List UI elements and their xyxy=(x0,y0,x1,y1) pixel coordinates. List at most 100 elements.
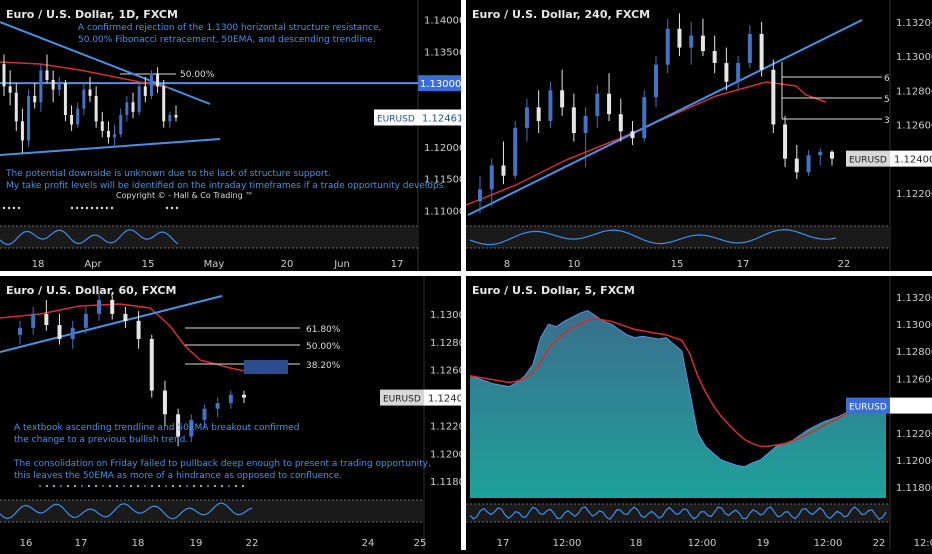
candle-body xyxy=(700,35,705,51)
chart-5-svg[interactable]: Euro / U.S. Dollar, 5, FXCM 1.13200 1.1300… xyxy=(466,276,932,550)
last-price-label: 1.12400 xyxy=(894,402,932,413)
candle-body xyxy=(39,70,43,103)
price-tick-label: 1.12200 xyxy=(896,429,932,440)
annotation-text: The consolidation on Friday failed to pu… xyxy=(13,459,431,469)
candle-body xyxy=(2,64,6,87)
time-tick-label: 19 xyxy=(757,538,770,549)
candle-body xyxy=(571,107,576,133)
candle-body xyxy=(131,102,135,112)
last-price-box xyxy=(890,150,932,167)
ema-50-line xyxy=(465,81,827,206)
annotation-text: 50.00% Fibonacci retracement, 50EMA, and… xyxy=(78,35,376,45)
candle-body xyxy=(242,394,246,398)
chart-title: Euro / U.S. Dollar, 5, FXCM xyxy=(472,284,635,297)
candle-body xyxy=(806,155,811,173)
time-tick-label: May xyxy=(204,259,225,270)
oscillator-panel xyxy=(466,504,890,522)
candle-body xyxy=(524,107,529,128)
signal-dot xyxy=(221,485,223,487)
time-tick-label: Jun xyxy=(333,259,350,270)
time-tick-label: Apr xyxy=(84,259,102,270)
fib-50-label: 50.00% xyxy=(180,70,215,80)
signal-dot xyxy=(186,485,188,487)
signal-dot xyxy=(144,485,146,487)
candle-body xyxy=(31,313,36,328)
time-tick-label: 19 xyxy=(190,538,203,549)
candle-body xyxy=(27,95,31,141)
fib-level-label: 3 xyxy=(884,116,890,126)
oscillator-line xyxy=(0,502,253,520)
candle-body xyxy=(106,130,110,138)
candle-body xyxy=(70,115,74,125)
last-price-box xyxy=(418,109,470,126)
time-tick-label: 17 xyxy=(737,259,750,270)
candle-body xyxy=(747,33,752,63)
price-tick-label: 1.11500 xyxy=(424,175,461,186)
signal-dot xyxy=(165,206,169,210)
candle-body xyxy=(665,28,670,65)
candle-body xyxy=(45,70,49,80)
signal-dot xyxy=(123,485,125,487)
candle-body xyxy=(189,419,194,437)
candle-body xyxy=(136,320,141,339)
price-tick-label: 1.13000 xyxy=(896,52,932,63)
chart-title: Euro / U.S. Dollar, 60, FXCM xyxy=(6,284,176,297)
candle-body xyxy=(119,115,123,135)
chart-60-svg[interactable]: Euro / U.S. Dollar, 60, FXCM 1.13000 1.128… xyxy=(0,276,476,550)
price-tick-label: 1.12600 xyxy=(896,374,932,385)
candle-body xyxy=(20,121,24,141)
candle-body xyxy=(70,327,75,339)
candle-body xyxy=(724,62,729,82)
time-tick-label: 10 xyxy=(568,259,581,270)
candle-body xyxy=(94,95,98,122)
signal-dot xyxy=(242,485,244,487)
candle-body xyxy=(162,86,166,122)
candle-body xyxy=(818,151,823,156)
fib-level-label: 5 xyxy=(884,95,890,105)
candle-body xyxy=(689,35,694,48)
signal-dot xyxy=(75,206,79,210)
candle-body xyxy=(536,107,541,122)
chart-1d: Euro / U.S. Dollar, 1D, FXCM 1.14000 1.135… xyxy=(0,0,470,271)
ascending-trendline xyxy=(467,19,863,216)
resistance-price-label: 1.13000 xyxy=(420,79,461,90)
signal-dot xyxy=(60,485,62,487)
price-tick-label: 1.12800 xyxy=(896,86,932,97)
price-tick-label: 1.12600 xyxy=(430,366,461,377)
chart-1d-svg[interactable]: Euro / U.S. Dollar, 1D, FXCM 1.14000 1.135… xyxy=(0,0,470,271)
time-tick-label: 12:00 xyxy=(553,538,582,549)
signal-dot xyxy=(102,485,104,487)
symbol-tag: EURUSD xyxy=(849,403,887,413)
chart-240-svg[interactable]: Euro / U.S. Dollar, 240, FXCM 1.13200 1.13… xyxy=(465,0,932,271)
signal-dot xyxy=(105,206,109,210)
time-tick-label: 25 xyxy=(414,538,427,549)
time-tick-label: 22 xyxy=(873,538,886,549)
chart-title: Euro / U.S. Dollar, 240, FXCM xyxy=(472,8,650,21)
price-tick-label: 1.12800 xyxy=(430,338,461,349)
candle-body xyxy=(18,327,22,335)
signal-dot xyxy=(200,485,202,487)
candle-body xyxy=(501,165,506,176)
chart-60: Euro / U.S. Dollar, 60, FXCM 1.13000 1.128… xyxy=(0,276,476,550)
price-tick-label: 1.12600 xyxy=(896,120,932,131)
candle-body xyxy=(149,73,153,96)
signal-dot xyxy=(2,206,6,210)
signal-dot xyxy=(151,485,153,487)
candle-body xyxy=(513,127,518,176)
signal-dot xyxy=(170,206,174,210)
candle-body xyxy=(8,86,12,93)
last-price-label: 1.12400 xyxy=(428,394,461,405)
annotation-text: A confirmed rejection of the 1.1300 hori… xyxy=(78,23,381,33)
signal-dot xyxy=(137,485,139,487)
time-tick-label: 12:00 xyxy=(814,538,843,549)
symbol-tag: EURUSD xyxy=(377,114,415,124)
fib-level-label: 50.00% xyxy=(306,342,341,352)
oscillator-panel xyxy=(0,226,418,248)
candle-body xyxy=(76,108,80,125)
signal-dot xyxy=(17,206,21,210)
time-tick-label: 17 xyxy=(391,259,404,270)
price-tick-label: 1.12200 xyxy=(430,421,461,432)
candle-body xyxy=(14,92,18,122)
signal-dot xyxy=(85,206,89,210)
oscillator-panel xyxy=(466,226,890,248)
